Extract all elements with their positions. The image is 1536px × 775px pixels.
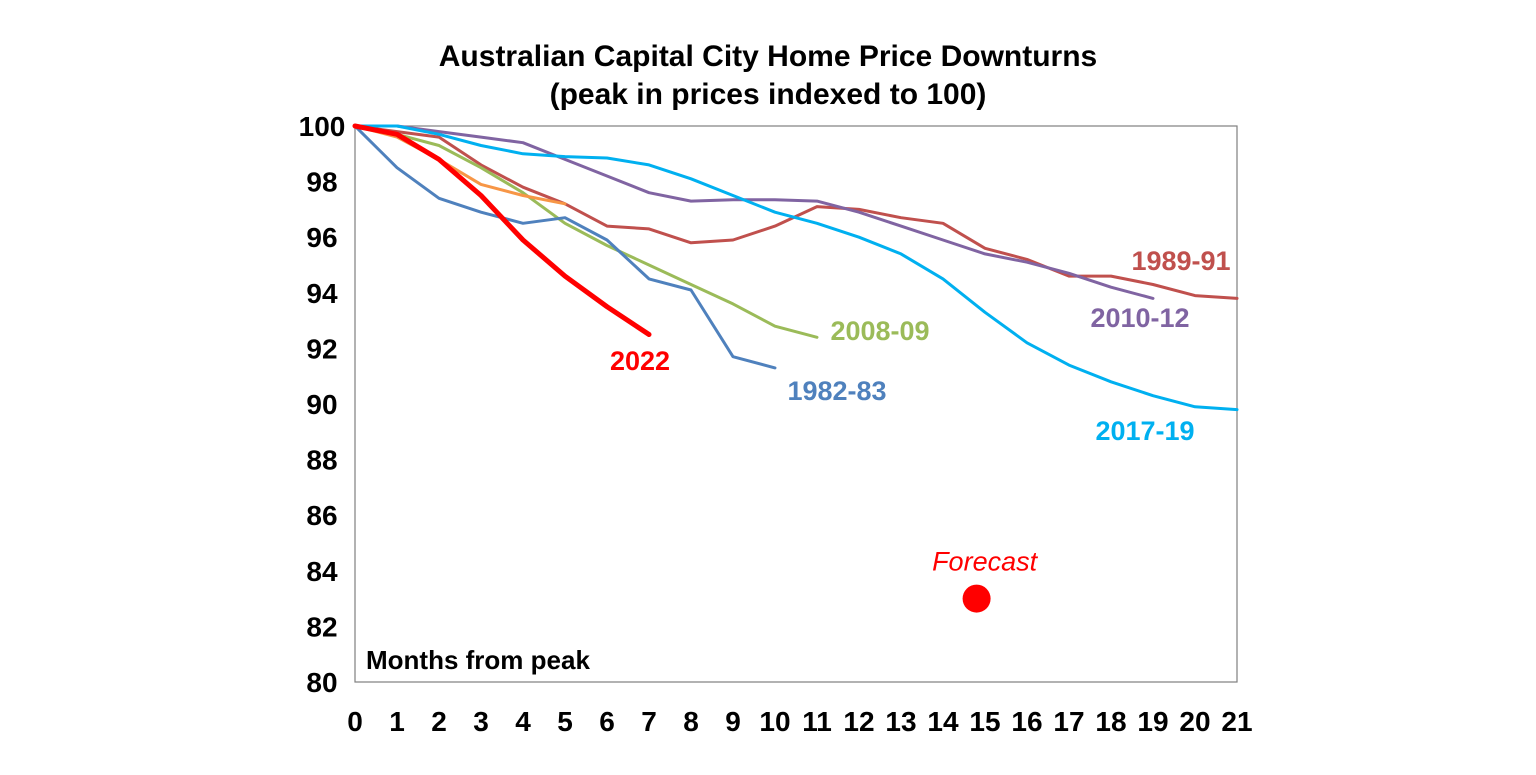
y-tick-label: 82 xyxy=(306,611,337,642)
chart-title-line-2: (peak in prices indexed to 100) xyxy=(550,78,987,111)
x-tick-label: 6 xyxy=(599,706,615,737)
series-line-2008-09 xyxy=(353,124,819,339)
y-tick-label: 100 xyxy=(299,111,346,142)
x-tick-label: 8 xyxy=(683,706,699,737)
series-line-2017-19 xyxy=(353,124,1239,412)
x-tick-label: 2 xyxy=(431,706,447,737)
y-tick-label: 84 xyxy=(306,556,338,587)
series-label-2010-12: 2010-12 xyxy=(1090,303,1189,333)
series-line-1989-91 xyxy=(353,124,1239,300)
series-label-2008-09: 2008-09 xyxy=(830,316,929,346)
y-tick-label: 86 xyxy=(306,500,337,531)
plot-area-border xyxy=(354,125,1238,683)
forecast-marker xyxy=(962,584,991,613)
x-tick-label: 1 xyxy=(389,706,405,737)
x-tick-label: 21 xyxy=(1221,706,1252,737)
y-tick-label: 92 xyxy=(306,333,337,364)
x-tick-label: 16 xyxy=(1011,706,1042,737)
chart-title-line-1: Australian Capital City Home Price Downt… xyxy=(439,40,1097,73)
annotations: Forecast xyxy=(932,547,1039,613)
series-label-1989-91: 1989-91 xyxy=(1131,246,1230,276)
series-line-1982-83 xyxy=(353,124,777,370)
y-tick-label: 80 xyxy=(306,667,337,698)
y-tick-label: 88 xyxy=(306,445,337,476)
y-tick-label: 94 xyxy=(306,278,338,309)
series-line-2010-12 xyxy=(353,124,1155,300)
x-tick-label: 0 xyxy=(347,706,363,737)
x-tick-label: 20 xyxy=(1179,706,1210,737)
x-tick-label: 3 xyxy=(473,706,489,737)
y-tick-label: 96 xyxy=(306,222,337,253)
y-tick-label: 98 xyxy=(306,167,337,198)
x-tick-label: 12 xyxy=(843,706,874,737)
x-tick-label: 18 xyxy=(1095,706,1126,737)
x-tick-label: 19 xyxy=(1137,706,1168,737)
x-tick-label: 9 xyxy=(725,706,741,737)
y-tick-label: 90 xyxy=(306,389,337,420)
x-tick-label: 10 xyxy=(759,706,790,737)
x-tick-label: 4 xyxy=(515,706,531,737)
series-labels: 1989-91 2010-12 2017-19 2008-09 1982-83 2022 xyxy=(610,246,1231,446)
x-tick-label: 7 xyxy=(641,706,657,737)
x-tick-label: 13 xyxy=(885,706,916,737)
series-line-2022 xyxy=(352,123,652,337)
x-tick-label: 17 xyxy=(1053,706,1084,737)
x-tick-label: 14 xyxy=(927,706,959,737)
forecast-label: Forecast xyxy=(932,547,1039,577)
x-axis: 0 1 2 3 4 5 6 7 8 9 10 11 12 13 14 15 16 17 18 19 20 21 xyxy=(347,706,1252,737)
x-tick-label: 5 xyxy=(557,706,573,737)
x-tick-label: 15 xyxy=(969,706,1000,737)
y-axis: 80 82 84 86 88 90 92 94 96 98 100 xyxy=(299,111,346,698)
series-lines xyxy=(352,123,1239,412)
series-label-1982-83: 1982-83 xyxy=(787,376,886,406)
series-label-2022: 2022 xyxy=(610,346,670,376)
x-tick-label: 11 xyxy=(802,706,832,737)
series-label-2017-19: 2017-19 xyxy=(1095,416,1194,446)
x-axis-label: Months from peak xyxy=(366,645,590,675)
